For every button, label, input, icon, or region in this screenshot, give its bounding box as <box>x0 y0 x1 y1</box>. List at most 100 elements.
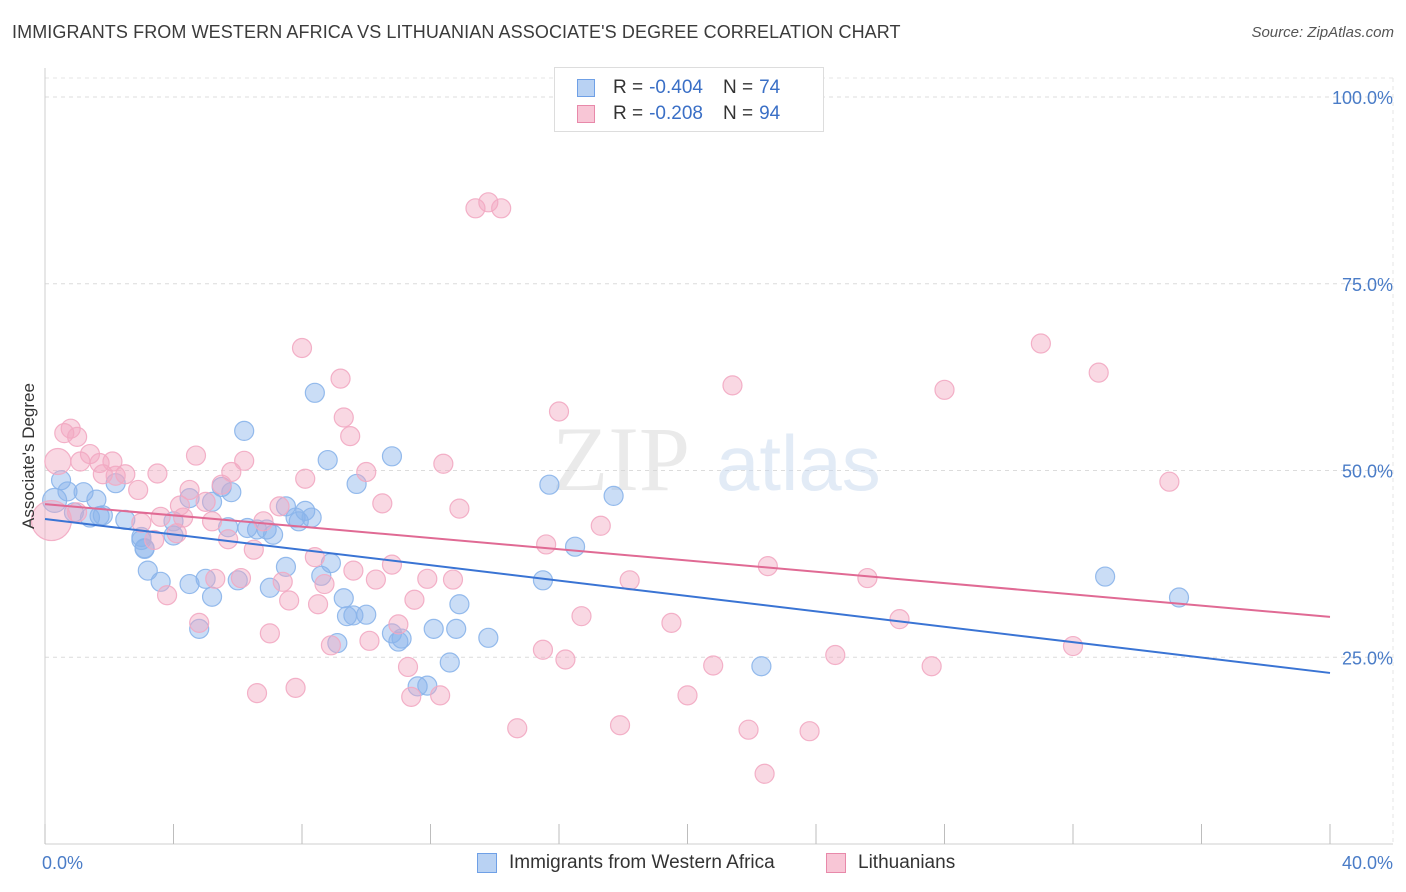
data-point <box>857 567 878 589</box>
data-point <box>825 644 846 666</box>
data-point <box>619 570 640 591</box>
legend-n-value: 74 <box>759 77 781 98</box>
y-tick-label: 75.0% <box>1342 275 1393 295</box>
data-point <box>60 418 81 439</box>
data-point <box>189 618 210 639</box>
data-point <box>285 677 306 698</box>
legend-r-label: R = <box>613 77 644 98</box>
series-legend-item-western-africa[interactable]: Immigrants from Western Africa <box>477 852 775 874</box>
data-point <box>195 491 216 512</box>
series-legend-swatch-western-africa <box>477 853 497 873</box>
data-point <box>201 586 223 607</box>
data-point <box>320 635 342 656</box>
data-point <box>179 573 200 595</box>
data-point <box>507 718 528 739</box>
data-point <box>275 556 297 577</box>
y-tick-label: 50.0% <box>1342 462 1393 482</box>
data-point <box>317 449 338 471</box>
data-point <box>571 606 592 627</box>
data-point <box>307 594 329 615</box>
data-point <box>751 656 772 677</box>
data-point <box>532 639 554 660</box>
data-point <box>253 511 274 532</box>
data-point <box>259 623 280 644</box>
data-point <box>449 594 470 615</box>
watermark-atlas: atlas <box>716 419 881 507</box>
data-point <box>144 529 165 551</box>
data-point <box>115 464 136 485</box>
x-tick-label-min: 0.0% <box>42 853 83 873</box>
data-point <box>221 461 242 483</box>
data-point <box>609 715 631 736</box>
data-point <box>417 568 438 589</box>
legend-r-label: R = <box>613 103 644 124</box>
series-legend: Immigrants from Western Africa Lithuania… <box>0 852 1406 878</box>
data-point <box>137 560 158 581</box>
data-point <box>234 420 255 442</box>
data-point <box>269 496 290 517</box>
trend-line-western-africa <box>44 518 1331 674</box>
data-point <box>491 198 512 219</box>
data-point <box>343 560 364 581</box>
data-point <box>201 511 223 532</box>
data-point <box>150 506 171 527</box>
data-point <box>227 570 248 591</box>
data-point <box>272 571 293 592</box>
data-point <box>67 426 88 447</box>
data-point <box>478 627 499 648</box>
data-point <box>889 609 910 630</box>
series-western-africa-points <box>42 382 1190 697</box>
data-point <box>333 588 354 609</box>
data-point <box>365 569 386 590</box>
data-point <box>279 590 300 611</box>
y-tick-label: 100.0% <box>1332 88 1393 108</box>
legend-r-value: -0.208 <box>649 103 703 124</box>
data-point <box>314 573 335 595</box>
data-point <box>555 649 576 670</box>
y-axis-label: Associate's Degree <box>19 383 38 529</box>
data-point <box>423 618 444 639</box>
data-point <box>356 604 377 625</box>
data-point <box>430 685 451 706</box>
data-point <box>150 571 171 592</box>
data-point <box>185 445 207 466</box>
data-point <box>536 534 557 555</box>
data-point <box>1095 566 1116 587</box>
chart-title: IMMIGRANTS FROM WESTERN AFRICA VS LITHUA… <box>12 22 901 42</box>
data-point <box>703 655 724 676</box>
data-point <box>439 652 460 673</box>
data-point <box>381 554 403 575</box>
data-point <box>934 379 955 400</box>
data-point <box>291 337 313 359</box>
trend-lines <box>44 503 1331 674</box>
legend-n-value: 94 <box>759 103 781 124</box>
axes <box>44 68 1393 845</box>
data-point <box>603 485 624 506</box>
data-point <box>359 630 380 651</box>
data-point <box>372 493 393 514</box>
data-point <box>388 614 409 635</box>
series-legend-label-western-africa: Immigrants from Western Africa <box>509 852 775 873</box>
data-point <box>301 507 322 528</box>
watermark: ZIP atlas <box>552 408 881 510</box>
data-point <box>401 686 422 707</box>
correlation-legend: R = -0.404 N = 74 R = -0.208 N = 94 <box>554 67 824 132</box>
data-point <box>397 656 419 678</box>
data-point <box>381 446 403 467</box>
y-tick-label: 25.0% <box>1342 648 1393 668</box>
series-legend-swatch-lithuanians <box>826 853 846 873</box>
data-point <box>465 198 486 219</box>
data-point <box>295 468 316 489</box>
x-tick-label-max: 40.0% <box>1342 853 1393 873</box>
data-point <box>921 656 942 677</box>
data-point <box>44 447 72 476</box>
data-point <box>388 631 409 652</box>
data-point <box>1088 362 1109 383</box>
chart-source: Source: ZipAtlas.com <box>1251 24 1394 41</box>
data-point <box>1030 333 1051 354</box>
legend-swatch-lithuanians <box>577 105 595 123</box>
series-legend-item-lithuanians[interactable]: Lithuanians <box>826 852 955 874</box>
data-point <box>147 463 168 484</box>
data-point <box>131 526 152 548</box>
data-point <box>799 721 820 742</box>
